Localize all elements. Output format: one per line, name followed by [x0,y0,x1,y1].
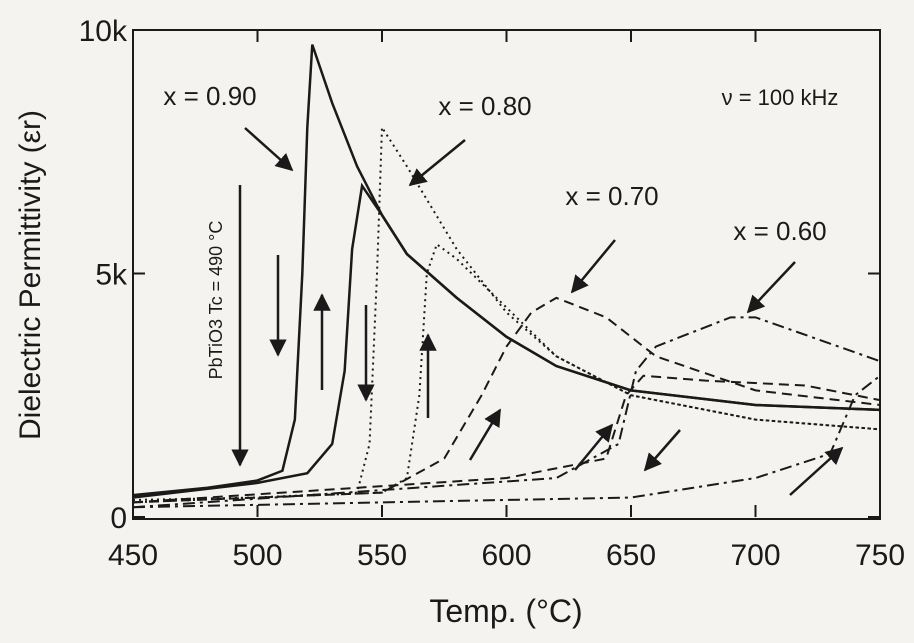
x-axis-label: Temp. (°C) [429,593,582,629]
arrow [570,239,616,294]
annotation: x = 0.90 [163,81,256,111]
plot-area [132,44,881,509]
arrow [574,423,614,471]
y-tick-label: 0 [110,502,127,535]
series-line [132,374,881,504]
annotation: x = 0.70 [565,181,658,211]
series-line [132,242,881,504]
x-tick-label: 450 [108,539,158,572]
x-tick-label: 500 [232,539,282,572]
series-line [132,316,881,509]
arrows [231,127,844,496]
arrow [468,408,502,461]
arrow [244,127,294,172]
arrow [746,261,796,314]
annotation: ν = 100 kHz [722,85,839,110]
arrow [643,429,681,472]
x-tick-label: 600 [481,539,531,572]
series-line [132,374,881,509]
x-tick-label: 650 [606,539,656,572]
series-line [132,296,881,504]
annotation: PbTiO3 Tc = 490 °C [206,221,226,380]
y-axis-label: Dielectric Permittivity (εr) [14,110,47,440]
x-tick-label: 700 [730,539,780,572]
annotation: x = 0.80 [438,91,531,121]
x-tick-label: 550 [357,539,407,572]
arrow [789,446,844,496]
annotation: x = 0.60 [733,216,826,246]
arrow [408,139,466,187]
y-tick-label: 5k [95,259,128,292]
x-tick-label: 750 [855,539,905,572]
y-tick-label: 10k [79,15,128,48]
series-line [132,124,881,501]
